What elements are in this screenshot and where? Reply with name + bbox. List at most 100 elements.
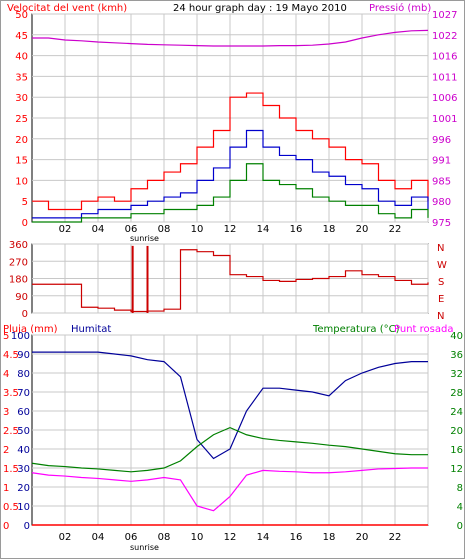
rain-y-tick: 2.5: [3, 426, 19, 437]
compass-s: S: [438, 277, 444, 288]
dewpoint-label: Punt rosada: [394, 324, 453, 335]
pressure-y-tick: 1016: [432, 52, 457, 63]
wind-y-tick: 10: [15, 176, 28, 187]
x-tick-label: 10: [191, 224, 204, 235]
temperature-label: Temperatura (°C): [312, 324, 400, 335]
humidity-y-tick: 80: [17, 369, 30, 380]
rain-y-tick: 2: [3, 445, 9, 456]
rain-label: Pluja (mm): [3, 324, 58, 335]
pressure-y-tick: 991: [432, 156, 451, 167]
wind-y-tick: 0: [22, 218, 28, 229]
temperature-y-tick: 32: [450, 369, 463, 380]
compass-e: E: [438, 294, 444, 305]
rain-y-tick: 3: [3, 407, 9, 418]
x-tick-label: 06: [125, 224, 138, 235]
wind-y-tick: 20: [15, 135, 28, 146]
pressure-y-tick: 1027: [432, 10, 457, 21]
pressure-y-tick: 1001: [432, 114, 457, 125]
x-tick-label: 02: [59, 532, 72, 543]
wind-y-tick: 45: [15, 31, 28, 42]
temperature-y-tick: 0: [457, 521, 463, 532]
humidity-y-tick: 50: [17, 426, 30, 437]
x-tick-label: 22: [389, 224, 402, 235]
pressure-y-tick: 980: [432, 197, 451, 208]
direction-y-tick: 90: [15, 292, 28, 303]
rain-y-tick: 4: [3, 369, 9, 380]
rain-y-tick: 1: [3, 483, 9, 494]
x-tick-label: 10: [191, 532, 204, 543]
x-tick-label: 16: [290, 224, 303, 235]
direction-y-tick: 270: [9, 257, 28, 268]
wind-y-tick: 15: [15, 156, 28, 167]
compass-n-top: N: [437, 243, 444, 254]
humidity-y-tick: 0: [24, 521, 30, 532]
x-tick-label: 20: [356, 532, 369, 543]
pressure-y-tick: 975: [432, 218, 451, 229]
wind-minimum-line: [32, 163, 429, 223]
x-tick-label: 22: [389, 532, 402, 543]
sunrise-label-top: sunrise: [130, 234, 159, 243]
graph-title: 24 hour graph day : 19 Mayo 2010: [173, 3, 347, 14]
x-tick-label: 16: [290, 532, 303, 543]
sunrise-label-bottom: sunrise: [130, 543, 159, 552]
x-tick-label: 20: [356, 224, 369, 235]
rain-y-tick: 1.5: [3, 464, 19, 475]
x-tick-label: 18: [323, 532, 336, 543]
pressure-y-tick: 1011: [432, 72, 457, 83]
humidity-y-tick: 20: [17, 483, 30, 494]
x-tick-label: 02: [59, 224, 72, 235]
x-tick-label: 12: [224, 224, 237, 235]
pressure-label: Pressió (mb): [369, 2, 431, 14]
x-tick-label: 14: [257, 532, 270, 543]
rain-y-tick: 3.5: [3, 388, 19, 399]
compass-n-bottom: N: [437, 311, 444, 322]
humidity-label: Humitat: [71, 324, 111, 335]
direction-y-tick: 360: [9, 240, 28, 251]
x-tick-label: 18: [323, 224, 336, 235]
temperature-y-tick: 12: [450, 464, 463, 475]
rain-y-tick: 0.5: [3, 502, 19, 513]
wind-y-tick: 35: [15, 72, 28, 83]
temperature-y-tick: 24: [450, 407, 463, 418]
temperature-y-tick: 4: [457, 502, 463, 513]
humidity-y-tick: 100: [11, 331, 30, 342]
x-tick-label: 04: [92, 224, 105, 235]
temperature-y-tick: 16: [450, 445, 463, 456]
rain-y-tick: 5: [3, 331, 9, 342]
compass-w: W: [437, 260, 447, 271]
pressure-y-tick: 1006: [432, 93, 457, 104]
wind-y-tick: 50: [15, 10, 28, 21]
humidity-y-tick: 90: [17, 350, 30, 361]
rain-y-tick: 0: [3, 521, 9, 532]
wind-y-tick: 5: [22, 197, 28, 208]
wind-speed-label: Velocitat del vent (kmh): [7, 3, 127, 14]
direction-y-tick: 180: [9, 275, 28, 286]
pressure-y-tick: 1022: [432, 31, 457, 42]
humidity-line: [32, 351, 428, 460]
x-tick-label: 12: [224, 532, 237, 543]
wind-speed-line: [32, 92, 429, 211]
wind-y-tick: 40: [15, 52, 28, 63]
humidity-y-tick: 70: [17, 388, 30, 399]
direction-y-tick: 0: [22, 309, 28, 320]
temperature-y-tick: 40: [450, 331, 463, 342]
wind-direction-line: [32, 249, 429, 313]
x-tick-label: 04: [92, 532, 105, 543]
humidity-y-tick: 60: [17, 407, 30, 418]
pressure-line: [32, 29, 429, 47]
temperature-line: [31, 426, 428, 473]
humidity-y-tick: 10: [17, 502, 30, 513]
temperature-y-tick: 8: [457, 483, 463, 494]
pressure-y-tick: 985: [432, 176, 451, 187]
wind-average-line: [32, 129, 429, 219]
x-tick-label: 14: [257, 224, 270, 235]
pressure-y-tick: 996: [432, 135, 451, 146]
wind-y-tick: 30: [15, 93, 28, 104]
rain-y-tick: 4.5: [3, 350, 19, 361]
humidity-y-tick: 30: [17, 464, 30, 475]
wind-y-tick: 25: [15, 114, 28, 125]
x-tick-label: 08: [158, 532, 171, 543]
temperature-y-tick: 36: [450, 350, 463, 361]
